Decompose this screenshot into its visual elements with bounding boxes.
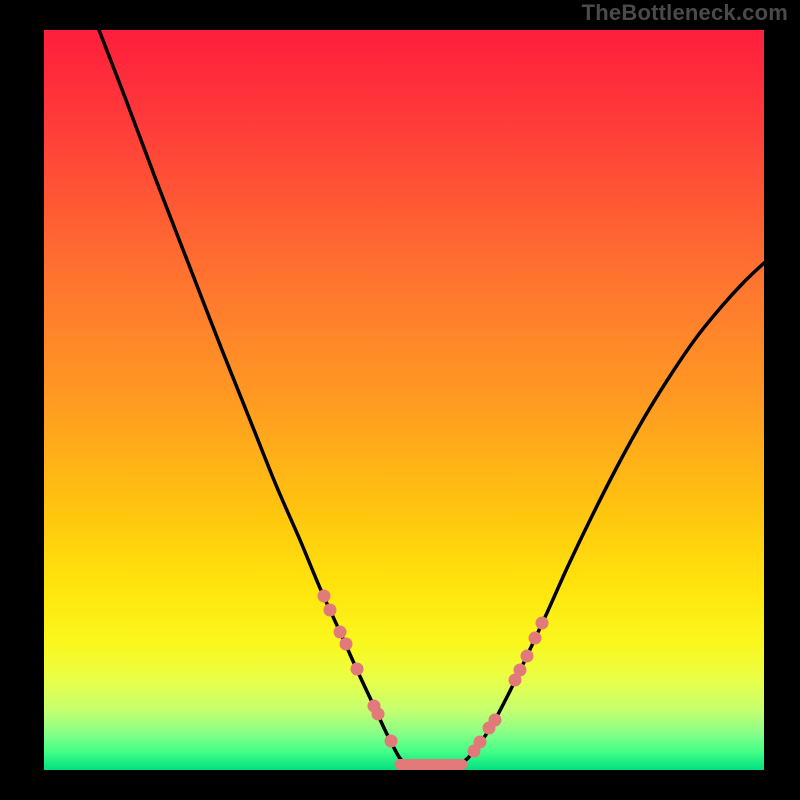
plot-area — [44, 30, 764, 770]
marker-dot — [385, 735, 398, 748]
curve-right-arm — [460, 263, 764, 764]
curve-left-arm — [99, 30, 404, 763]
marker-dot — [536, 617, 549, 630]
marker-dot — [324, 604, 337, 617]
marker-dot — [514, 664, 527, 677]
marker-dot — [318, 590, 331, 603]
chart-root: TheBottleneck.com — [0, 0, 800, 800]
marker-dot — [529, 632, 542, 645]
marker-dot — [474, 736, 487, 749]
marker-dot — [334, 626, 347, 639]
marker-dot — [372, 708, 385, 721]
marker-dot — [489, 714, 502, 727]
marker-dot — [521, 650, 534, 663]
plot-svg — [44, 30, 764, 770]
marker-dot — [340, 638, 353, 651]
watermark-text: TheBottleneck.com — [582, 0, 788, 26]
marker-dot — [351, 663, 364, 676]
